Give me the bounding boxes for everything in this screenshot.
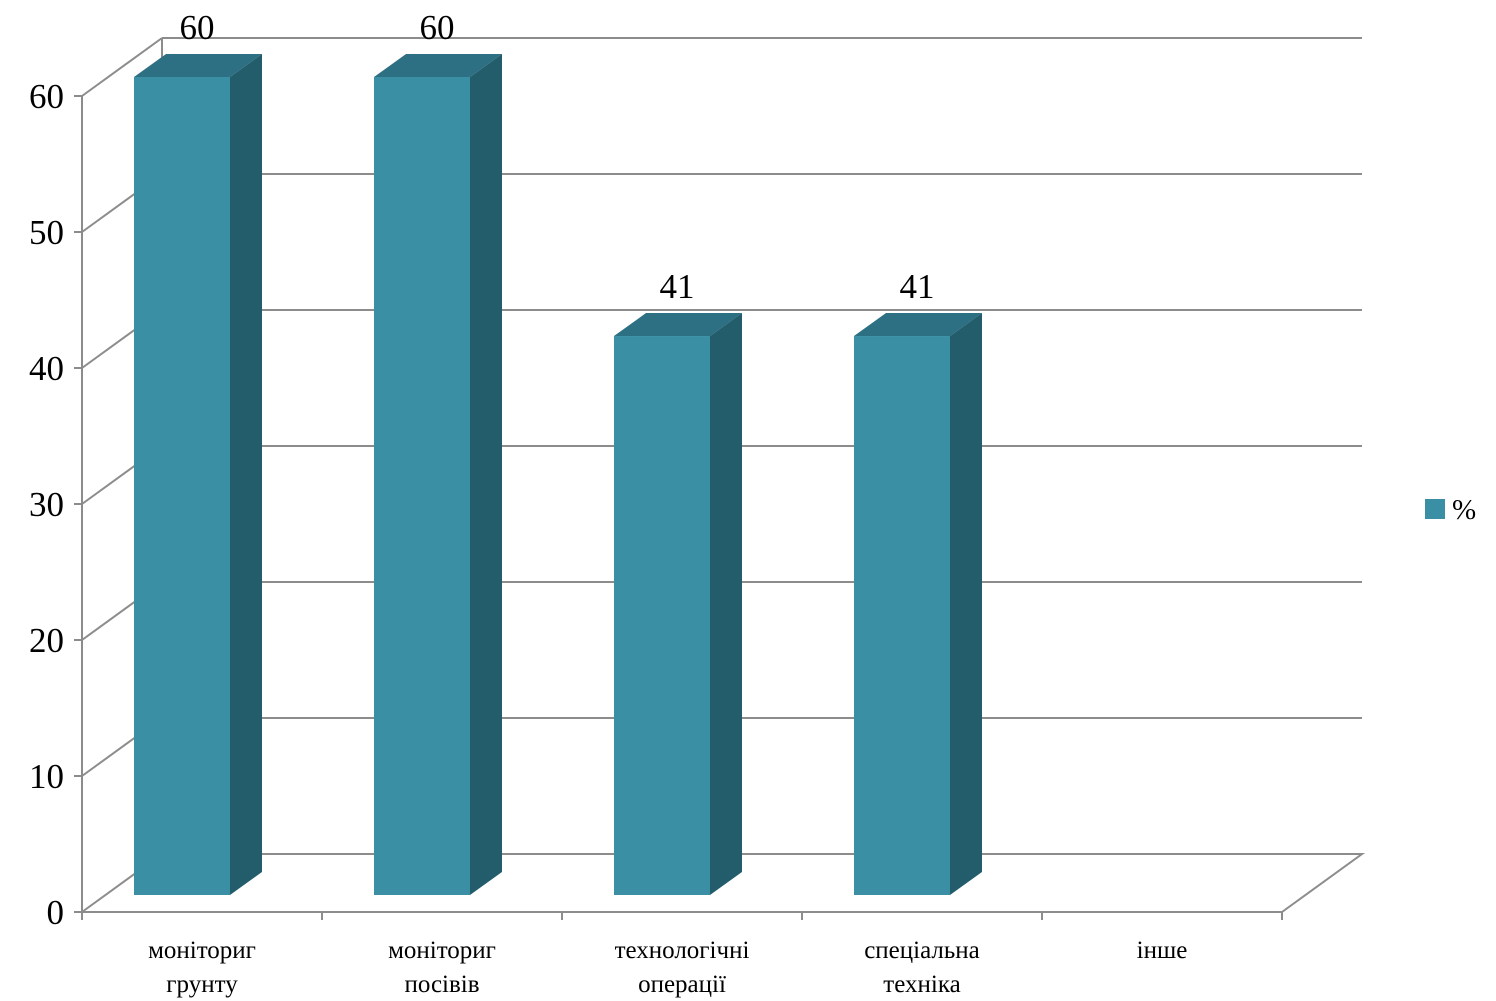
category-label-line: технологічні — [615, 937, 750, 964]
category-label-line: моніториг — [148, 937, 256, 964]
bar-top — [854, 313, 982, 337]
floor-outline — [81, 853, 1366, 913]
data-label: 41 — [660, 267, 695, 306]
data-label: 41 — [900, 267, 935, 306]
bars — [134, 54, 982, 895]
category-label: моніториг посівів — [388, 937, 496, 998]
bar-top — [614, 313, 742, 337]
bar-top — [134, 54, 262, 77]
y-tick-label: 50 — [29, 213, 64, 252]
gridlines — [81, 37, 1362, 777]
category-label: інше — [1137, 937, 1188, 964]
category-label-line: грунту — [166, 971, 238, 998]
category-label-line: інше — [1137, 937, 1188, 964]
bar-top — [374, 54, 502, 77]
bar-front — [374, 77, 470, 895]
y-tick-label: 10 — [29, 757, 64, 796]
category-label: моніториг грунту — [148, 937, 256, 998]
category-label-line: моніториг — [388, 937, 496, 964]
data-labels: 60 60 41 41 — [180, 8, 935, 306]
category-label: технологічні операції — [615, 937, 750, 998]
bar-side — [230, 54, 262, 895]
legend-swatch — [1425, 499, 1445, 519]
y-tick-label: 30 — [29, 485, 64, 524]
data-label: 60 — [180, 8, 215, 47]
category-label-line: операції — [638, 971, 726, 998]
category-labels: моніториг грунту моніториг посівів технологі… — [148, 937, 1187, 998]
bar-side — [710, 313, 742, 895]
category-label-line: посівів — [404, 971, 479, 998]
bar-front — [854, 336, 950, 895]
legend: % — [1425, 494, 1476, 526]
gridline-diagonal — [81, 37, 163, 97]
category-label: спеціальна техніка — [864, 937, 980, 998]
bar-front — [614, 336, 710, 895]
category-label-line: спеціальна — [864, 937, 980, 964]
axes — [74, 95, 1283, 920]
y-tick-label: 20 — [29, 621, 64, 660]
bar-side — [950, 313, 982, 895]
category-label-line: техніка — [883, 971, 960, 998]
y-tick-labels: 0 10 20 30 40 50 60 — [29, 77, 64, 932]
y-tick-label: 40 — [29, 349, 64, 388]
bar-side — [470, 54, 502, 895]
legend-label: % — [1452, 494, 1476, 526]
data-label: 60 — [420, 8, 455, 47]
y-tick-label: 60 — [29, 77, 64, 116]
bar-front — [134, 77, 230, 895]
y-tick-label: 0 — [47, 893, 65, 932]
